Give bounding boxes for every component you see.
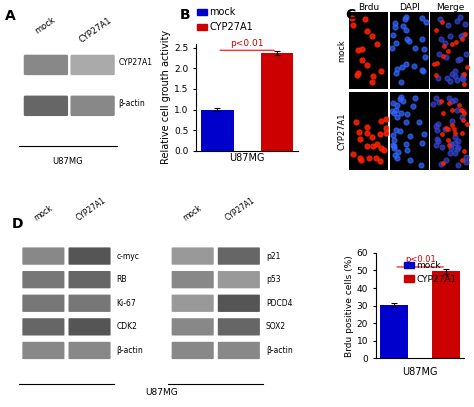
FancyBboxPatch shape [22,295,64,312]
FancyBboxPatch shape [69,271,110,288]
Text: p<0.01: p<0.01 [405,255,436,264]
FancyBboxPatch shape [172,247,214,265]
Text: p21: p21 [266,252,280,260]
Text: p<0.01: p<0.01 [230,39,264,48]
FancyBboxPatch shape [69,342,110,359]
Legend: mock, CYP27A1: mock, CYP27A1 [193,4,257,36]
Text: B: B [180,8,190,22]
Text: U87MG: U87MG [229,153,265,163]
FancyBboxPatch shape [172,271,214,288]
Title: Merge: Merge [436,3,464,12]
Text: U87MG: U87MG [145,388,178,397]
FancyBboxPatch shape [22,271,64,288]
Text: CYP27A1: CYP27A1 [78,15,114,44]
Text: RB: RB [117,275,127,284]
FancyBboxPatch shape [24,55,68,75]
Text: CYP27A1: CYP27A1 [74,196,108,223]
Text: CDK2: CDK2 [117,322,137,331]
Text: U87MG: U87MG [53,157,83,166]
Text: D: D [12,217,24,231]
Text: β-actin: β-actin [118,99,145,108]
Bar [432,271,460,358]
Title: Brdu: Brdu [358,3,380,12]
Text: SOX2: SOX2 [266,322,286,331]
Text: β-actin: β-actin [117,346,144,355]
Text: mock: mock [33,15,57,36]
FancyBboxPatch shape [218,271,260,288]
FancyBboxPatch shape [22,342,64,359]
Text: p53: p53 [266,275,281,284]
FancyBboxPatch shape [69,247,110,265]
FancyBboxPatch shape [218,342,260,359]
FancyBboxPatch shape [218,295,260,312]
FancyBboxPatch shape [71,55,115,75]
Text: PDCD4: PDCD4 [266,299,292,308]
FancyBboxPatch shape [22,247,64,265]
Text: mock: mock [182,204,204,223]
Text: Ki-67: Ki-67 [117,299,137,308]
FancyBboxPatch shape [218,318,260,335]
Text: β-actin: β-actin [266,346,293,355]
Text: U87MG: U87MG [402,367,438,377]
Y-axis label: Brdu positive cells (%): Brdu positive cells (%) [345,255,354,357]
Text: C: C [345,8,355,22]
Bar [201,109,234,151]
Text: CYP27A1: CYP27A1 [118,58,152,67]
FancyBboxPatch shape [218,247,260,265]
FancyBboxPatch shape [172,318,214,335]
Title: DAPI: DAPI [399,3,420,12]
Text: c-myc: c-myc [117,252,139,260]
Bar [261,53,293,151]
FancyBboxPatch shape [69,295,110,312]
Y-axis label: CYP27A1: CYP27A1 [337,112,346,150]
FancyBboxPatch shape [172,342,214,359]
FancyBboxPatch shape [172,295,214,312]
FancyBboxPatch shape [69,318,110,335]
Y-axis label: mock: mock [337,39,346,62]
Text: A: A [5,9,15,23]
Y-axis label: Relative cell grouth activity: Relative cell grouth activity [162,30,172,164]
Bar [380,305,409,358]
FancyBboxPatch shape [22,318,64,335]
Text: mock: mock [32,204,55,223]
Text: CYP27A1: CYP27A1 [224,196,257,223]
Legend: mock, CYP27A1: mock, CYP27A1 [401,258,460,287]
FancyBboxPatch shape [24,96,68,116]
FancyBboxPatch shape [71,96,115,116]
